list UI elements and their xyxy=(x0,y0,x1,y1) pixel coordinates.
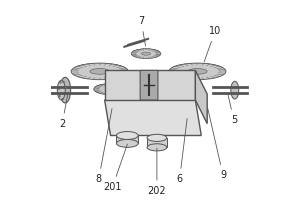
Ellipse shape xyxy=(169,84,202,95)
Polygon shape xyxy=(171,84,200,92)
Ellipse shape xyxy=(60,82,61,83)
Text: 7: 7 xyxy=(138,16,146,46)
Ellipse shape xyxy=(60,77,70,103)
Polygon shape xyxy=(195,70,207,124)
Text: 10: 10 xyxy=(204,26,221,62)
Ellipse shape xyxy=(65,87,66,88)
Text: 201: 201 xyxy=(103,144,128,192)
Text: 202: 202 xyxy=(148,148,166,196)
Ellipse shape xyxy=(155,80,165,83)
Ellipse shape xyxy=(63,81,64,83)
Ellipse shape xyxy=(105,87,116,91)
Polygon shape xyxy=(74,63,125,75)
Text: 2: 2 xyxy=(59,95,68,129)
Ellipse shape xyxy=(128,80,138,83)
Ellipse shape xyxy=(180,87,191,91)
Polygon shape xyxy=(172,63,223,75)
Polygon shape xyxy=(105,70,195,100)
Ellipse shape xyxy=(62,98,63,100)
Ellipse shape xyxy=(59,95,60,97)
Ellipse shape xyxy=(57,80,65,100)
Ellipse shape xyxy=(71,63,128,80)
Ellipse shape xyxy=(90,69,110,74)
Ellipse shape xyxy=(58,88,59,90)
Text: 6: 6 xyxy=(176,119,187,184)
Text: 5: 5 xyxy=(227,93,237,125)
Polygon shape xyxy=(96,84,125,92)
Ellipse shape xyxy=(147,144,167,151)
Ellipse shape xyxy=(169,63,226,80)
Polygon shape xyxy=(147,76,173,83)
Polygon shape xyxy=(116,136,138,143)
Ellipse shape xyxy=(231,81,239,99)
Ellipse shape xyxy=(116,132,138,139)
Polygon shape xyxy=(147,138,167,147)
Ellipse shape xyxy=(118,76,148,86)
FancyBboxPatch shape xyxy=(140,70,158,100)
Ellipse shape xyxy=(94,84,127,95)
Ellipse shape xyxy=(145,76,175,86)
Text: 9: 9 xyxy=(208,109,226,180)
Polygon shape xyxy=(105,100,201,136)
Polygon shape xyxy=(120,76,146,83)
Ellipse shape xyxy=(131,49,161,59)
Ellipse shape xyxy=(141,52,151,55)
Polygon shape xyxy=(133,49,159,55)
Text: 8: 8 xyxy=(96,109,112,184)
Ellipse shape xyxy=(188,69,207,74)
Ellipse shape xyxy=(116,139,138,147)
Ellipse shape xyxy=(147,134,167,141)
